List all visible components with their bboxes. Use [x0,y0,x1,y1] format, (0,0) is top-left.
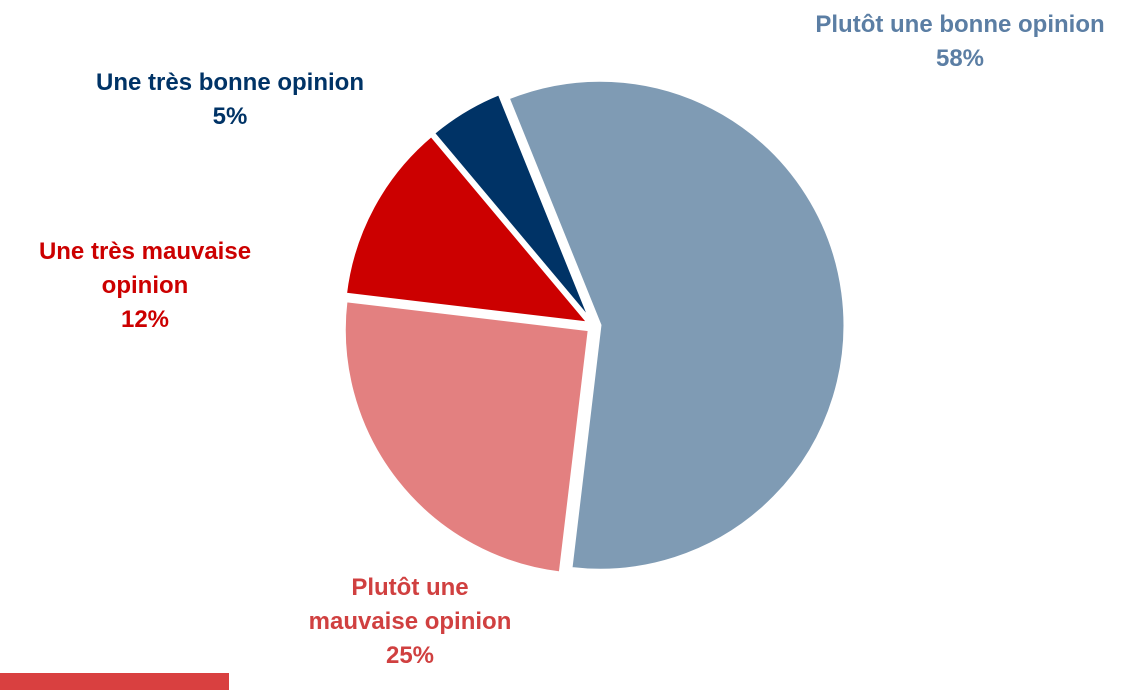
slice-value-label: 12% [120,306,170,333]
slice-label-text: Plutôt une bonne opinion [815,11,1105,38]
slice-tres-mauvaise [343,133,593,326]
slice-label-text: mauvaise opinion [308,608,512,635]
slice-label-text: opinion [101,272,189,299]
footer-accent-bar [0,673,229,690]
slice-label-plutot-mauvaise: Plutôt une mauvaise opinion 25% [280,571,540,673]
slice-plutot-bonne [506,78,847,572]
slice-plutot-mauvaise [342,299,591,575]
slice-label-text: Plutôt une [351,574,469,601]
slice-label-plutot-bonne: Plutôt une bonne opinion 58% [770,8,1147,76]
slice-label-text: Une très bonne opinion [96,69,364,96]
slice-label-tres-mauvaise: Une très mauvaise opinion 12% [0,235,290,337]
slice-label-text: Une très mauvaise [38,238,252,265]
slice-value-label: 25% [385,642,435,669]
slice-value-label: 5% [212,103,248,130]
slice-value-label: 58% [935,45,985,72]
slice-label-tres-bonne: Une très bonne opinion 5% [40,66,420,134]
slice-tres-bonne [431,91,593,322]
